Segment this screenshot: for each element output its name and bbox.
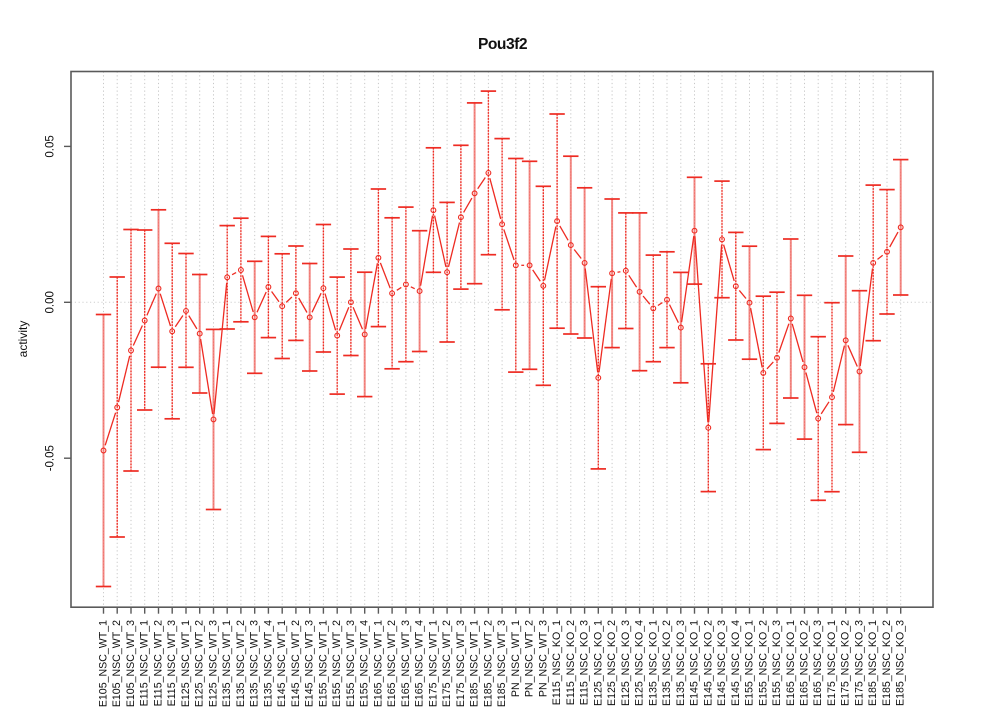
svg-text:Pou3f2: Pou3f2 bbox=[478, 36, 528, 53]
svg-text:E185_NSC_KO_2: E185_NSC_KO_2 bbox=[881, 620, 893, 706]
svg-text:E155_NSC_WT_3: E155_NSC_WT_3 bbox=[345, 620, 357, 707]
svg-text:E145_NSC_KO_1: E145_NSC_KO_1 bbox=[689, 620, 701, 706]
svg-text:E125_NSC_WT_1: E125_NSC_WT_1 bbox=[180, 620, 192, 707]
svg-text:E165_NSC_WT_3: E165_NSC_WT_3 bbox=[400, 620, 412, 707]
svg-text:-0.05: -0.05 bbox=[45, 445, 57, 471]
svg-text:E155_NSC_KO_3: E155_NSC_KO_3 bbox=[771, 620, 783, 706]
svg-text:E165_NSC_KO_1: E165_NSC_KO_1 bbox=[785, 620, 797, 706]
svg-text:E165_NSC_WT_1: E165_NSC_WT_1 bbox=[372, 620, 384, 707]
svg-text:E165_NSC_KO_3: E165_NSC_KO_3 bbox=[812, 620, 824, 706]
svg-text:E145_NSC_WT_2: E145_NSC_WT_2 bbox=[290, 620, 302, 707]
svg-text:E175_NSC_KO_1: E175_NSC_KO_1 bbox=[826, 620, 838, 706]
svg-text:E115_NSC_WT_1: E115_NSC_WT_1 bbox=[139, 620, 151, 706]
svg-text:E175_NSC_KO_3: E175_NSC_KO_3 bbox=[854, 620, 866, 706]
svg-text:E135_NSC_KO_2: E135_NSC_KO_2 bbox=[661, 620, 673, 706]
svg-text:E165_NSC_KO_2: E165_NSC_KO_2 bbox=[799, 620, 811, 706]
svg-text:E145_NSC_WT_3: E145_NSC_WT_3 bbox=[304, 620, 316, 707]
svg-text:E125_NSC_WT_3: E125_NSC_WT_3 bbox=[208, 620, 220, 707]
svg-text:PN_NSC_WT_2: PN_NSC_WT_2 bbox=[524, 620, 536, 697]
svg-text:activity: activity bbox=[16, 321, 30, 358]
svg-text:E125_NSC_KO_2: E125_NSC_KO_2 bbox=[606, 620, 618, 706]
svg-text:E125_NSC_WT_2: E125_NSC_WT_2 bbox=[194, 620, 206, 707]
svg-text:E115_NSC_WT_2: E115_NSC_WT_2 bbox=[153, 620, 165, 706]
svg-text:E115_NSC_WT_3: E115_NSC_WT_3 bbox=[166, 620, 178, 706]
svg-text:E125_NSC_KO_3: E125_NSC_KO_3 bbox=[620, 620, 632, 706]
svg-text:E125_NSC_KO_1: E125_NSC_KO_1 bbox=[592, 620, 604, 706]
svg-text:E135_NSC_WT_3: E135_NSC_WT_3 bbox=[249, 620, 261, 707]
svg-text:E145_NSC_KO_2: E145_NSC_KO_2 bbox=[702, 620, 714, 706]
svg-text:E175_NSC_WT_3: E175_NSC_WT_3 bbox=[455, 620, 467, 707]
svg-text:E145_NSC_KO_4: E145_NSC_KO_4 bbox=[730, 620, 742, 706]
svg-text:E135_NSC_KO_1: E135_NSC_KO_1 bbox=[647, 620, 659, 706]
svg-text:0.00: 0.00 bbox=[45, 291, 57, 313]
svg-text:PN_NSC_WT_3: PN_NSC_WT_3 bbox=[537, 620, 549, 697]
svg-text:0.05: 0.05 bbox=[45, 135, 57, 157]
svg-text:E155_NSC_WT_2: E155_NSC_WT_2 bbox=[331, 620, 343, 707]
svg-text:E185_NSC_WT_2: E185_NSC_WT_2 bbox=[482, 620, 494, 707]
svg-text:E125_NSC_KO_4: E125_NSC_KO_4 bbox=[634, 620, 646, 706]
svg-text:E135_NSC_WT_1: E135_NSC_WT_1 bbox=[221, 620, 233, 707]
svg-text:E175_NSC_WT_1: E175_NSC_WT_1 bbox=[427, 620, 439, 707]
svg-text:E105_NSC_WT_1: E105_NSC_WT_1 bbox=[98, 620, 110, 707]
svg-text:E155_NSC_KO_1: E155_NSC_KO_1 bbox=[744, 620, 756, 706]
svg-text:E155_NSC_WT_1: E155_NSC_WT_1 bbox=[317, 620, 329, 707]
svg-text:E185_NSC_WT_3: E185_NSC_WT_3 bbox=[496, 620, 508, 707]
svg-text:E175_NSC_WT_2: E175_NSC_WT_2 bbox=[441, 620, 453, 707]
svg-text:E185_NSC_WT_1: E185_NSC_WT_1 bbox=[469, 620, 481, 707]
svg-text:E165_NSC_WT_2: E165_NSC_WT_2 bbox=[386, 620, 398, 707]
svg-text:E145_NSC_KO_3: E145_NSC_KO_3 bbox=[716, 620, 728, 706]
svg-text:E115_NSC_KO_2: E115_NSC_KO_2 bbox=[565, 620, 577, 705]
svg-text:E105_NSC_WT_2: E105_NSC_WT_2 bbox=[111, 620, 123, 707]
svg-text:E155_NSC_KO_2: E155_NSC_KO_2 bbox=[757, 620, 769, 706]
svg-text:E135_NSC_KO_3: E135_NSC_KO_3 bbox=[675, 620, 687, 706]
svg-text:E115_NSC_KO_1: E115_NSC_KO_1 bbox=[551, 620, 563, 705]
svg-text:E185_NSC_KO_3: E185_NSC_KO_3 bbox=[895, 620, 907, 706]
svg-text:E135_NSC_WT_4: E135_NSC_WT_4 bbox=[262, 620, 274, 707]
svg-text:E135_NSC_WT_2: E135_NSC_WT_2 bbox=[235, 620, 247, 707]
svg-text:E185_NSC_KO_1: E185_NSC_KO_1 bbox=[867, 620, 879, 706]
svg-text:PN_NSC_WT_1: PN_NSC_WT_1 bbox=[510, 620, 522, 697]
svg-text:E165_NSC_WT_4: E165_NSC_WT_4 bbox=[414, 620, 426, 707]
svg-text:E175_NSC_KO_2: E175_NSC_KO_2 bbox=[840, 620, 852, 706]
svg-text:E105_NSC_WT_3: E105_NSC_WT_3 bbox=[125, 620, 137, 707]
svg-text:E145_NSC_WT_1: E145_NSC_WT_1 bbox=[276, 620, 288, 707]
svg-text:E115_NSC_KO_3: E115_NSC_KO_3 bbox=[579, 620, 591, 705]
svg-text:E155_NSC_WT_4: E155_NSC_WT_4 bbox=[359, 620, 371, 707]
